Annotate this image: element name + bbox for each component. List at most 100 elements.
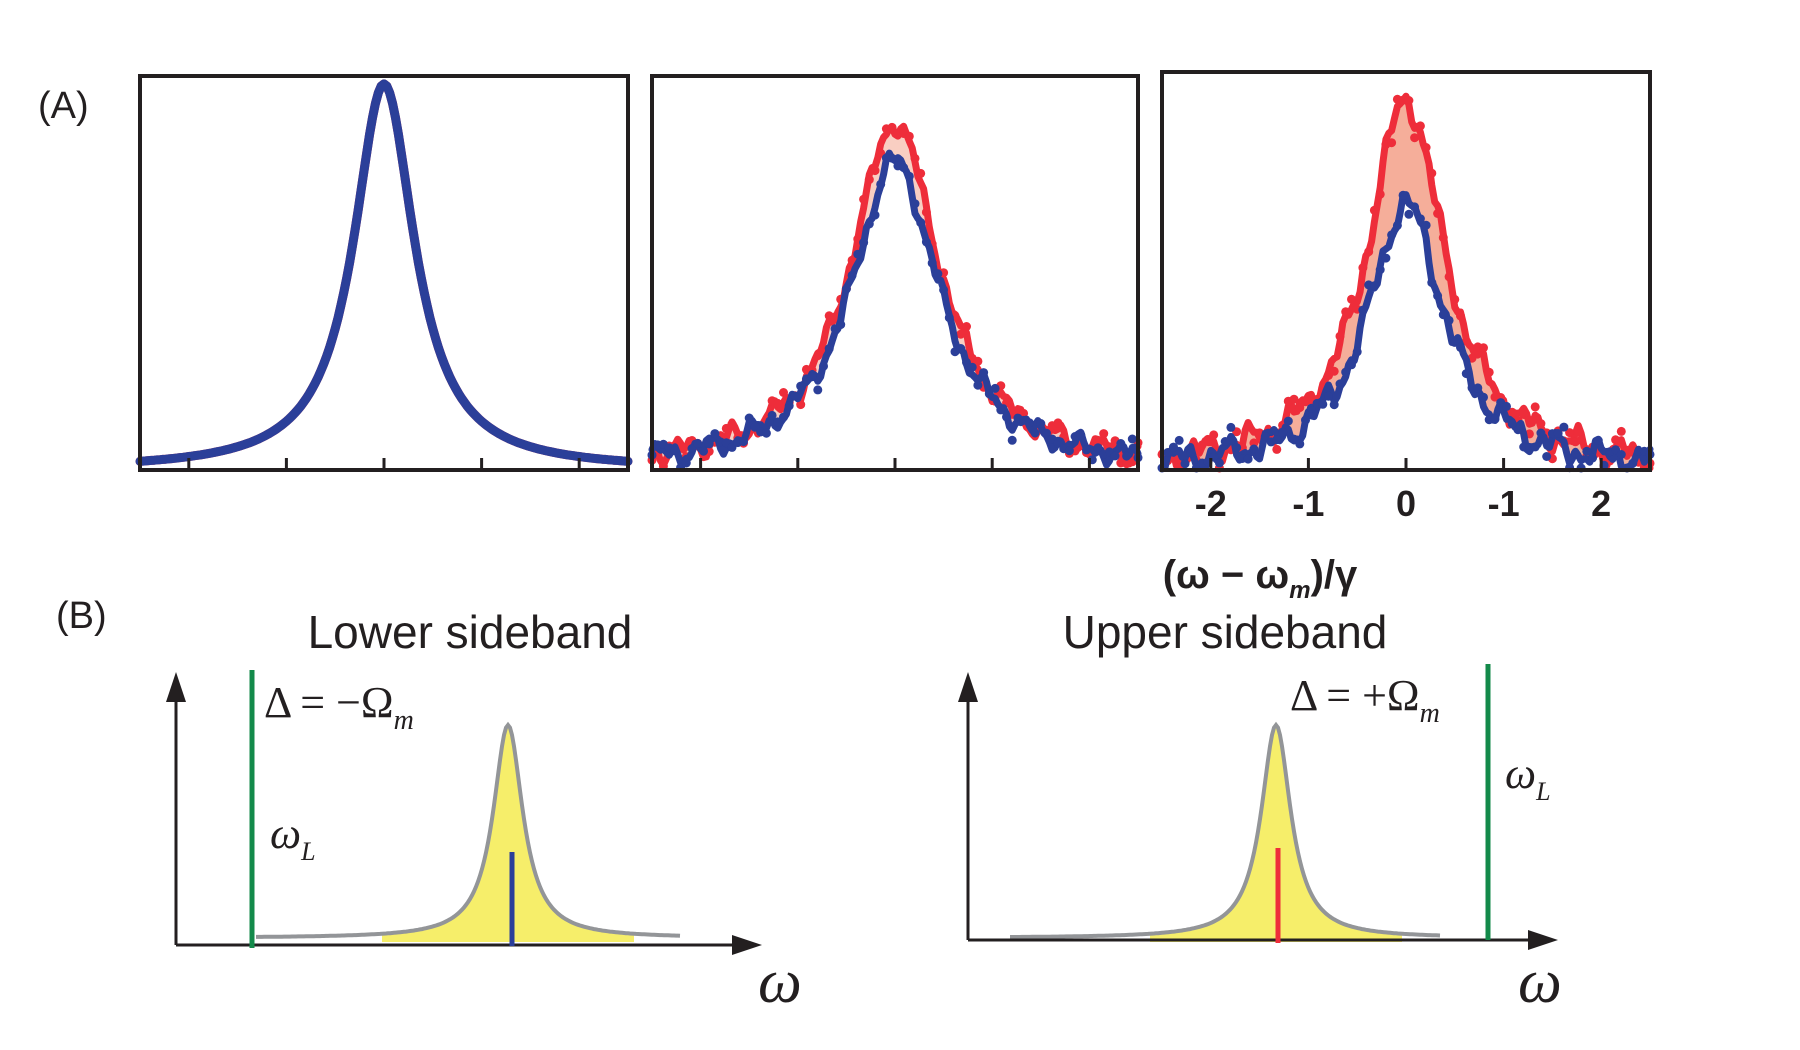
data-point-red: [1410, 133, 1420, 143]
data-point-blue: [1507, 419, 1517, 429]
data-point-blue: [704, 439, 714, 449]
x-tick-label: -2: [1195, 483, 1227, 524]
data-point-red: [859, 194, 869, 204]
data-point-blue: [847, 270, 857, 280]
data-point-blue: [779, 412, 788, 422]
data-point-red: [773, 398, 783, 408]
data-point-blue: [1260, 432, 1270, 441]
data-point-blue: [1530, 442, 1540, 452]
data-point-blue: [1490, 414, 1500, 424]
data-point-blue: [984, 389, 994, 399]
data-point-blue: [1381, 253, 1391, 263]
data-point-blue: [1076, 430, 1086, 440]
upper-cavity-curve: [1010, 721, 1441, 939]
data-point-blue: [1220, 437, 1230, 446]
data-point-blue: [670, 446, 680, 456]
data-point-blue: [767, 410, 777, 420]
data-point-red: [1427, 168, 1437, 178]
lower-x-axis-arrowhead: [732, 935, 762, 955]
data-point-blue: [1341, 367, 1351, 377]
data-point-blue: [864, 219, 874, 229]
data-point-blue: [1358, 305, 1368, 315]
data-point-red: [962, 322, 971, 331]
data-point-blue: [1272, 435, 1282, 445]
data-point-blue: [1255, 449, 1265, 459]
chart-a-left: [135, 74, 633, 472]
data-point-blue: [761, 428, 771, 438]
data-point-blue: [1421, 220, 1431, 230]
data-point-blue: [933, 269, 943, 279]
data-point-red: [1272, 444, 1282, 454]
data-point-red: [864, 175, 874, 185]
data-point-blue: [1461, 369, 1471, 379]
chart-a-right-xlabel: (ω − ωm)/γ: [1163, 553, 1358, 604]
lower-laser-label: ωL: [270, 809, 316, 866]
data-point-red: [870, 166, 880, 176]
data-point-blue: [1093, 443, 1103, 453]
fill-between-series: [652, 126, 1138, 466]
data-point-red: [1209, 430, 1219, 440]
plot-frame: [138, 74, 630, 472]
data-point-blue: [693, 438, 703, 448]
data-point-blue: [1473, 383, 1483, 393]
data-point-red: [1364, 247, 1374, 257]
data-point-red: [779, 388, 788, 397]
data-point-red: [1433, 209, 1443, 218]
data-point-blue: [710, 429, 720, 439]
data-point-red: [796, 400, 806, 410]
upper-cavity-fill: [1150, 725, 1402, 942]
data-point-blue: [1513, 425, 1523, 435]
lower-detuning-label: Δ = −Ωm: [264, 678, 414, 736]
data-point-blue: [956, 344, 966, 353]
data-point-blue: [1324, 391, 1333, 401]
data-point-blue: [1415, 214, 1425, 224]
data-point-red: [1507, 407, 1517, 417]
data-point-red: [1456, 311, 1465, 321]
data-point-blue: [1582, 446, 1592, 456]
data-point-blue: [876, 179, 886, 189]
data-point-red: [1358, 263, 1368, 273]
data-point-blue: [841, 284, 851, 294]
data-point-red: [1576, 435, 1586, 445]
upper-y-axis-arrowhead: [958, 672, 978, 702]
series-line-blue: [135, 79, 633, 466]
data-point-red: [910, 153, 920, 163]
data-point-blue: [859, 238, 869, 248]
data-point-blue: [1593, 436, 1603, 445]
data-point-blue: [1318, 399, 1328, 409]
data-point-red: [1341, 307, 1351, 317]
data-point-blue: [979, 368, 989, 378]
data-point-blue: [796, 381, 806, 391]
lower-cavity-fill: [382, 725, 634, 942]
lower-y-axis-arrowhead: [166, 672, 186, 702]
data-point-red: [1375, 189, 1385, 199]
data-point-red: [1099, 429, 1109, 439]
lower-omega-axis-symbol: ω: [758, 948, 802, 1016]
data-point-red: [1415, 121, 1425, 131]
data-point-blue: [1427, 278, 1437, 288]
upper-laser-label: ωL: [1505, 749, 1551, 806]
data-point-red: [1484, 367, 1494, 377]
data-point-red: [1536, 419, 1546, 429]
data-point-blue: [1553, 429, 1563, 438]
data-point-red: [1421, 143, 1431, 152]
series-line-red: [1158, 92, 1654, 472]
data-point-blue: [1036, 419, 1046, 428]
data-point-blue: [681, 458, 691, 468]
data-point-red: [1611, 435, 1621, 445]
data-point-red: [1387, 138, 1397, 148]
data-point-red: [1438, 233, 1448, 243]
data-point-blue: [1243, 454, 1253, 464]
data-point-red: [956, 329, 966, 339]
chart-a-right: -2 -1 0 -1 2: [1157, 70, 1655, 524]
lower-sideband-diagram: Lower sideband Δ = −Ωm ωL ω: [166, 606, 802, 1016]
data-point-red: [1479, 343, 1488, 353]
data-point-blue: [1369, 281, 1379, 291]
data-point-blue: [1404, 209, 1414, 219]
data-point-blue: [1438, 310, 1448, 320]
data-point-blue: [1110, 451, 1120, 461]
panel-b-label: (B): [56, 595, 107, 637]
data-point-blue: [1628, 458, 1638, 468]
data-point-blue: [739, 437, 748, 447]
data-point-blue: [824, 344, 834, 354]
